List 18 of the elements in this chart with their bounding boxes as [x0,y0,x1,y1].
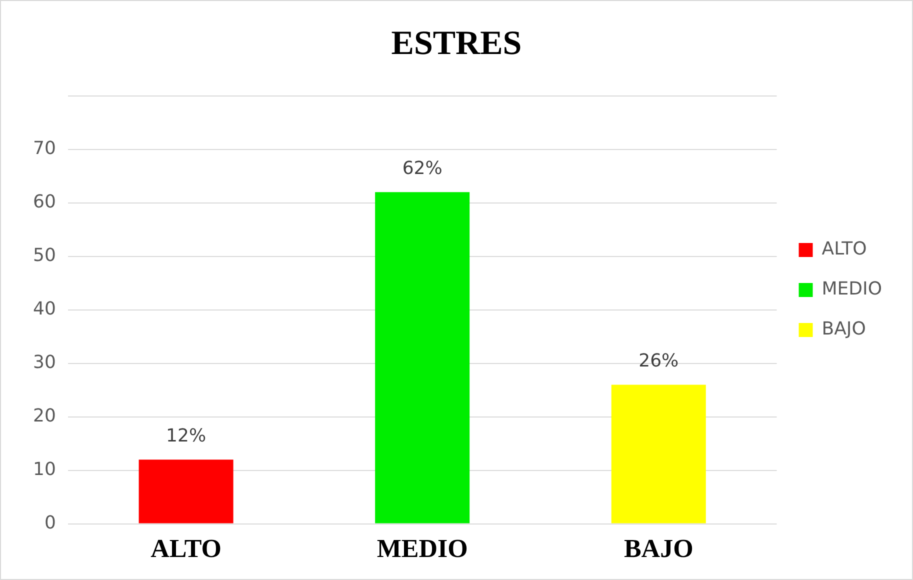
y-tick-label: 30 [33,352,56,373]
data-label: 62% [402,158,442,179]
chart-title: ESTRES [391,25,522,62]
x-tick-label: ALTO [150,534,222,564]
y-tick-label: 60 [33,191,56,212]
y-tick-label: 70 [33,138,56,159]
y-tick-label: 0 [44,512,56,534]
data-label: 26% [638,350,679,372]
data-label: 12% [166,425,206,446]
y-tick-label: 20 [33,405,56,426]
y-tick-label: 40 [33,298,56,320]
x-tick-label: BAJO [624,534,694,564]
legend-label: BAJO [822,318,866,340]
x-tick-label: MEDIO [376,534,468,564]
y-tick-label: 10 [33,458,56,480]
legend-label: ALTO [822,238,867,260]
legend-label: MEDIO [822,278,882,300]
y-tick-label: 50 [33,244,56,266]
